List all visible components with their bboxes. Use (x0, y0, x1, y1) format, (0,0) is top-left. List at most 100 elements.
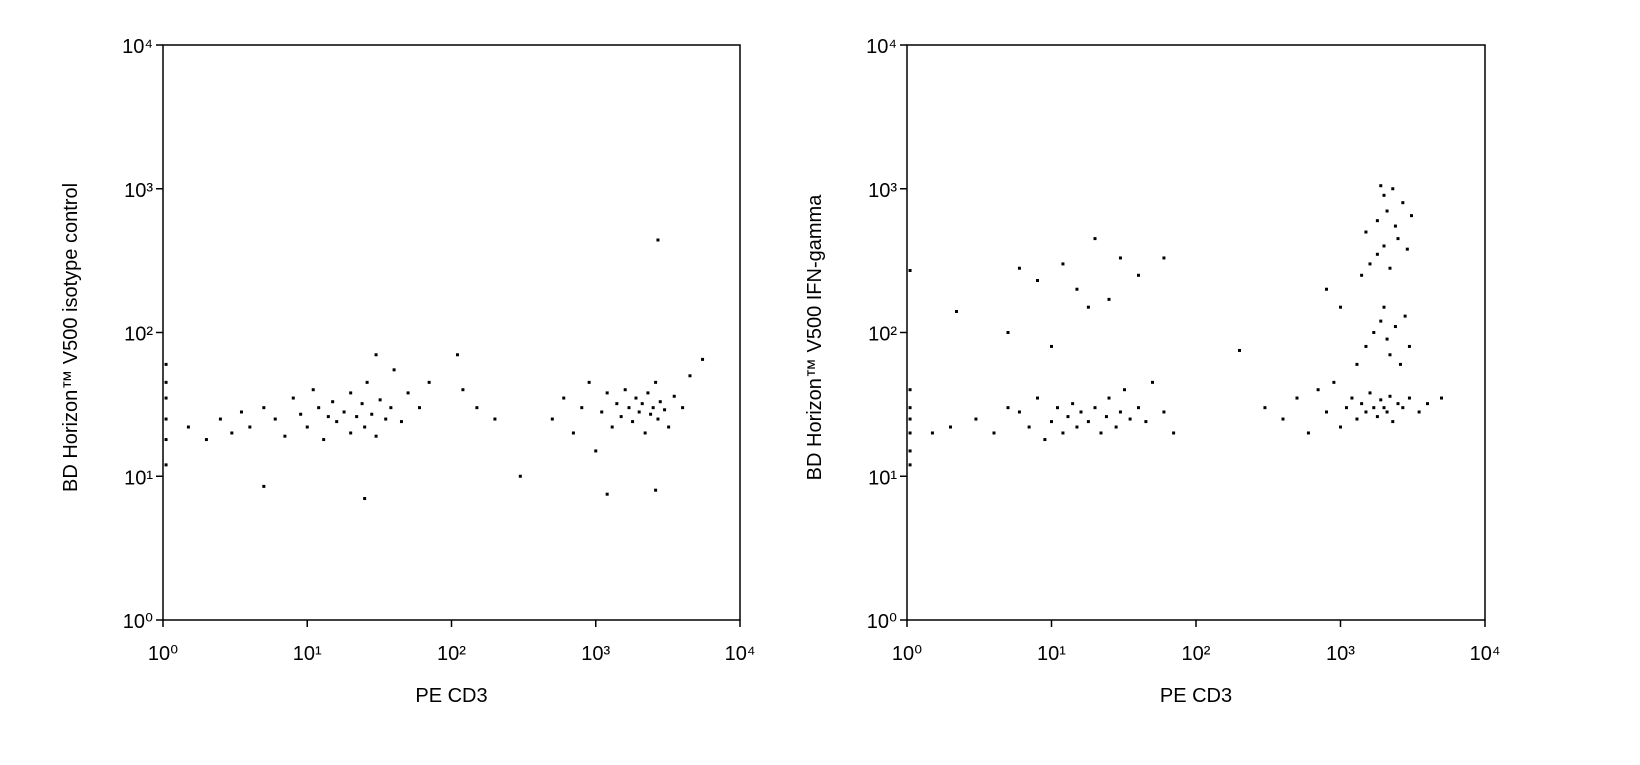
x-tick-label: 10² (1182, 643, 1211, 665)
data-point (1382, 406, 1386, 410)
data-point (615, 402, 619, 406)
data-point (1382, 305, 1386, 309)
data-point (1388, 353, 1392, 357)
data-point (908, 406, 912, 410)
data-point (1237, 348, 1241, 352)
data-point (475, 406, 479, 410)
data-point (1350, 396, 1354, 400)
data-point (331, 400, 335, 404)
data-point (658, 400, 662, 404)
data-point (1375, 415, 1379, 419)
data-point (406, 391, 410, 395)
data-point (1372, 406, 1376, 410)
data-point (1136, 273, 1140, 277)
data-point (1382, 244, 1386, 248)
data-point (374, 353, 378, 357)
data-point (605, 391, 609, 395)
data-point (1107, 396, 1111, 400)
data-point (1050, 344, 1053, 348)
data-point (681, 406, 685, 410)
data-point (600, 410, 604, 414)
x-tick-label: 10⁰ (892, 643, 922, 665)
data-point (461, 388, 465, 392)
data-point (667, 425, 671, 429)
data-point (688, 374, 692, 378)
data-point (349, 431, 353, 435)
data-point (427, 380, 431, 384)
data-point (262, 406, 266, 410)
data-point (908, 268, 912, 272)
data-point (948, 425, 952, 429)
data-point (1017, 410, 1021, 414)
data-point (974, 417, 978, 421)
x-tick-label: 10⁴ (725, 643, 756, 665)
data-point (1391, 187, 1395, 191)
data-point (1263, 406, 1267, 410)
data-point (610, 425, 614, 429)
data-point (248, 425, 252, 429)
data-point (1151, 380, 1155, 384)
data-point (1360, 273, 1364, 277)
data-point (1172, 431, 1176, 435)
data-point (930, 431, 934, 435)
data-point (1410, 214, 1414, 218)
data-point (908, 449, 912, 453)
data-point (1162, 410, 1166, 414)
data-point (637, 410, 641, 414)
data-point (1401, 201, 1405, 205)
data-point (1295, 396, 1299, 400)
y-tick-label: 10³ (124, 180, 153, 202)
data-point (1061, 262, 1065, 266)
data-point (1375, 252, 1379, 256)
data-point (417, 406, 421, 410)
data-point (1114, 425, 1118, 429)
data-point (1162, 256, 1166, 260)
data-point (273, 417, 277, 421)
y-tick-label: 10³ (868, 180, 897, 202)
data-point (389, 406, 393, 410)
plot-frame (906, 44, 1486, 621)
data-point (1093, 237, 1097, 241)
data-point (634, 396, 638, 400)
data-point (164, 438, 168, 442)
data-point (239, 410, 243, 414)
data-point (654, 488, 658, 492)
plot-frame (162, 44, 741, 621)
data-point (908, 417, 912, 421)
data-point (335, 420, 339, 424)
data-point (1393, 325, 1397, 329)
data-point (1118, 410, 1122, 414)
data-point (164, 362, 168, 366)
y-tick-label: 10⁴ (866, 36, 897, 58)
data-point (1027, 425, 1031, 429)
data-point (455, 353, 459, 357)
data-point (1055, 406, 1059, 410)
data-point (1372, 331, 1376, 334)
data-point (164, 396, 168, 400)
y-axis-label: BD Horizon™ V500 IFN-gamma (804, 194, 826, 481)
data-point (1368, 391, 1372, 395)
data-point (954, 309, 958, 313)
data-point (493, 417, 497, 421)
data-point (1364, 410, 1368, 414)
data-point (164, 417, 168, 421)
data-point (378, 398, 382, 402)
data-point (1281, 417, 1285, 421)
data-point (1086, 420, 1090, 424)
data-point (1385, 209, 1389, 213)
data-point (908, 431, 912, 435)
data-point (631, 420, 635, 424)
data-point (1396, 402, 1400, 406)
data-point (291, 396, 295, 400)
x-tick-label: 10¹ (1037, 643, 1066, 665)
data-point (1339, 425, 1342, 429)
data-point (1324, 287, 1328, 291)
data-point (1136, 406, 1140, 410)
data-point (1316, 388, 1320, 392)
data-point (908, 463, 912, 467)
data-point (1407, 344, 1411, 348)
data-point (1403, 314, 1407, 318)
data-point (1388, 394, 1392, 398)
data-point (1035, 279, 1039, 283)
